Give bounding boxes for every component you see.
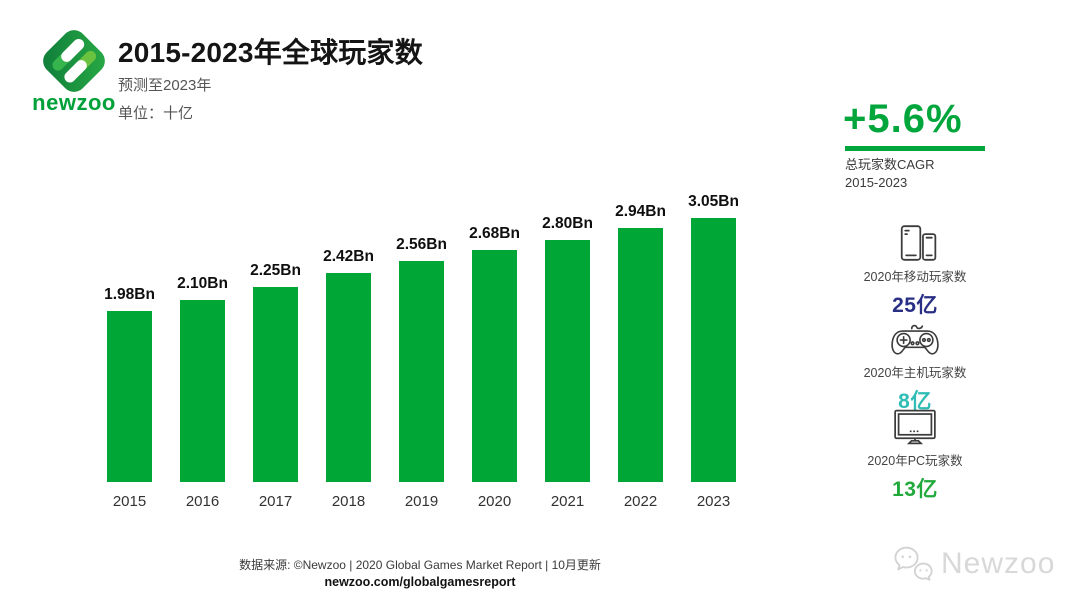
bar [472,250,517,482]
bar-column: 2.94Bn 2022 [615,203,666,510]
bar-column: 2.10Bn 2016 [177,275,228,510]
data-source-line: 数据来源: ©Newzoo | 2020 Global Games Market… [239,558,601,572]
newzoo-logo-icon [33,20,115,107]
x-axis-label: 2023 [696,493,731,510]
stat-card-mobile: 2020年移动玩家数 25亿 [835,224,995,319]
bar-chart: 1.98Bn 2015 2.10Bn 2016 2.25Bn 2017 2.42Bn 2018… [104,182,739,510]
bar-column: 2.68Bn 2020 [469,225,520,510]
bar-value-label: 1.98Bn [104,286,155,303]
x-axis-label: 2021 [550,493,585,510]
bar-value-label: 2.10Bn [177,275,228,292]
cagr-caption-line1: 总玩家数CAGR [845,157,935,172]
bar-column: 2.56Bn 2019 [396,236,447,510]
report-link[interactable]: newzoo.com/globalgamesreport [324,575,516,589]
stat-value-pc: 13亿 [892,478,938,501]
x-axis-label: 2015 [112,493,147,510]
page-subtitle: 预测至2023年 [118,77,212,94]
stat-card-pc: 2020年PC玩家数 13亿 [835,408,995,503]
stat-label-mobile: 2020年移动玩家数 [863,270,967,284]
bar-column: 3.05Bn 2023 [688,193,739,510]
bar-value-label: 3.05Bn [688,193,739,210]
bar-value-label: 2.42Bn [323,248,374,265]
cagr-caption-line2: 2015-2023 [845,175,908,191]
newzoo-wordmark: newzoo [32,90,116,115]
bar-value-label: 2.56Bn [396,236,447,253]
stat-card-console: 2020年主机玩家数 8亿 [835,322,995,415]
bar [618,228,663,482]
cagr-caption: 总玩家数CAGR 2015-2023 [845,156,935,192]
x-axis-label: 2018 [331,493,366,510]
bar-value-label: 2.94Bn [615,203,666,220]
cagr-value: +5.6% [843,97,963,141]
bar [107,311,152,482]
unit-label: 单位：十亿 [118,105,194,122]
x-axis-label: 2017 [258,493,293,510]
bar [399,261,444,482]
bar [326,273,371,482]
x-axis-label: 2016 [185,493,220,510]
stat-value-console: 8亿 [898,390,932,413]
bar-column: 2.80Bn 2021 [542,215,593,510]
bar-column: 2.25Bn 2017 [250,262,301,510]
gamepad-icon [835,322,995,358]
bar-value-label: 2.68Bn [469,225,520,242]
page-title: 2015-2023年全球玩家数 [118,37,423,68]
stat-value-mobile: 25亿 [892,294,938,317]
x-axis-label: 2022 [623,493,658,510]
watermark-text: Newzoo [941,547,1056,580]
bar-value-label: 2.25Bn [250,262,301,279]
x-axis-label: 2019 [404,493,439,510]
x-axis-label: 2020 [477,493,512,510]
bar [253,287,298,482]
monitor-icon [835,408,995,446]
bar [180,300,225,482]
bar-column: 1.98Bn 2015 [104,286,155,510]
wechat-icon [892,545,936,588]
cagr-underline [845,146,985,151]
stat-label-console: 2020年主机玩家数 [863,366,967,380]
bar [545,240,590,482]
bar-value-label: 2.80Bn [542,215,593,232]
bar [691,218,736,482]
bar-column: 2.42Bn 2018 [323,248,374,510]
stat-label-pc: 2020年PC玩家数 [867,454,963,468]
mobile-devices-icon [835,224,995,262]
